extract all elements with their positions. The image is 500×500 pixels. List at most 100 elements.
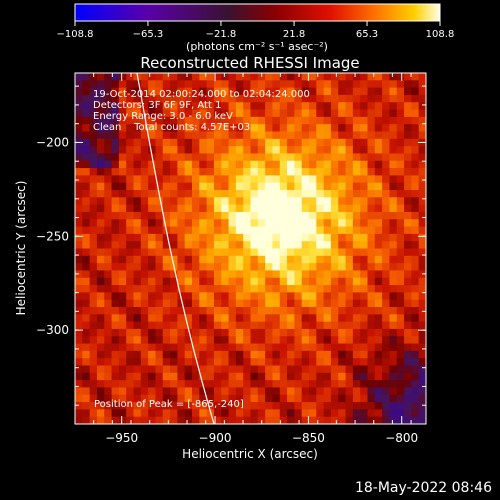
heatmap-cell xyxy=(184,73,193,81)
heatmap-cell xyxy=(323,255,332,264)
heatmap-cell xyxy=(104,160,113,169)
heatmap-cell xyxy=(140,292,149,301)
heatmap-cell xyxy=(279,350,288,359)
heatmap-cell xyxy=(162,190,171,198)
heatmap-cell xyxy=(404,299,412,308)
heatmap-cell xyxy=(345,292,354,301)
heatmap-cell xyxy=(177,343,186,352)
heatmap-cell xyxy=(126,314,135,323)
heatmap-cell xyxy=(418,299,426,308)
heatmap-cell xyxy=(382,146,391,155)
heatmap-cell xyxy=(235,190,244,198)
heatmap-cell xyxy=(411,168,420,176)
heatmap-cell xyxy=(294,394,303,403)
heatmap-cell xyxy=(221,94,230,103)
heatmap-cell xyxy=(352,255,361,264)
heatmap-cell xyxy=(345,314,354,323)
heatmap-cell xyxy=(89,248,98,257)
heatmap-cell xyxy=(206,219,215,228)
heatmap-cell xyxy=(126,102,135,111)
heatmap-cell xyxy=(177,131,186,140)
heatmap-cell xyxy=(389,182,398,191)
heatmap-cell xyxy=(418,182,426,191)
heatmap-cell xyxy=(279,109,288,118)
heatmap-cell xyxy=(287,124,295,133)
heatmap-cell xyxy=(396,160,405,169)
heatmap-cell xyxy=(170,307,178,315)
heatmap-cell xyxy=(418,211,426,220)
heatmap-cell xyxy=(352,241,361,250)
heatmap-cell xyxy=(228,73,237,81)
heatmap-cell xyxy=(411,336,420,345)
heatmap-cell xyxy=(360,197,369,206)
heatmap-cell xyxy=(294,204,303,213)
heatmap-cell xyxy=(133,94,142,103)
heatmap-cell xyxy=(213,285,222,293)
heatmap-cell xyxy=(287,204,295,213)
heatmap-cell xyxy=(206,160,215,169)
heatmap-cell xyxy=(418,372,426,381)
heatmap-cell xyxy=(265,299,274,308)
heatmap-cell xyxy=(360,80,369,89)
heatmap-cell xyxy=(133,168,142,176)
heatmap-cell xyxy=(272,277,281,286)
heatmap-cell xyxy=(294,197,303,206)
heatmap-cell xyxy=(75,94,83,103)
heatmap-cell xyxy=(104,131,113,140)
heatmap-cell xyxy=(294,336,303,345)
heatmap-cell xyxy=(148,380,157,389)
heatmap-cell xyxy=(396,314,405,323)
heatmap-cell xyxy=(243,321,252,330)
heatmap-cell xyxy=(352,226,361,235)
heatmap-cell xyxy=(177,102,186,111)
heatmap-cell xyxy=(148,226,157,235)
heatmap-cell xyxy=(162,102,171,111)
heatmap-cell xyxy=(192,73,200,81)
heatmap-cell xyxy=(82,248,91,257)
heatmap-cell xyxy=(75,124,83,133)
heatmap-cell xyxy=(418,73,426,81)
heatmap-cell xyxy=(170,336,178,345)
heatmap-cell xyxy=(396,153,405,162)
heatmap-cell xyxy=(82,292,91,301)
heatmap-cell xyxy=(411,270,420,279)
heatmap-cell xyxy=(82,182,91,191)
x-tick-label: −800 xyxy=(385,431,418,445)
heatmap-cell xyxy=(148,248,157,257)
heatmap-cell xyxy=(411,380,420,389)
heatmap-cell xyxy=(243,146,252,155)
heatmap-cell xyxy=(338,131,347,140)
heatmap-cell xyxy=(126,358,135,367)
heatmap-cell xyxy=(221,219,230,228)
heatmap-cell xyxy=(250,270,259,279)
heatmap-cell xyxy=(352,160,361,169)
heatmap-cell xyxy=(177,416,186,424)
heatmap-cell xyxy=(235,270,244,279)
heatmap-cell xyxy=(338,219,347,228)
heatmap-cell xyxy=(89,160,98,169)
heatmap-cell xyxy=(250,131,259,140)
heatmap-cell xyxy=(243,241,252,250)
heatmap-cell xyxy=(192,211,200,220)
heatmap-cell xyxy=(272,409,281,418)
plot-frame xyxy=(74,72,427,425)
heatmap-cell xyxy=(192,204,200,213)
heatmap-cell xyxy=(330,402,339,410)
heatmap-cell xyxy=(111,80,120,89)
heatmap-cell xyxy=(162,328,171,337)
heatmap-cell xyxy=(287,146,295,155)
heatmap-cell xyxy=(104,336,113,345)
heatmap-cell xyxy=(360,102,369,111)
heatmap-cell xyxy=(294,160,303,169)
heatmap-cell xyxy=(228,409,237,418)
heatmap-cell xyxy=(294,416,303,424)
heatmap-cell xyxy=(323,226,332,235)
heatmap-cell xyxy=(104,277,113,286)
heatmap-cell xyxy=(338,394,347,403)
heatmap-cell xyxy=(389,416,398,424)
heatmap-cell xyxy=(192,321,200,330)
heatmap-cell xyxy=(221,80,230,89)
heatmap-cell xyxy=(82,146,91,155)
heatmap-cell xyxy=(250,204,259,213)
heatmap-cell xyxy=(235,102,244,111)
